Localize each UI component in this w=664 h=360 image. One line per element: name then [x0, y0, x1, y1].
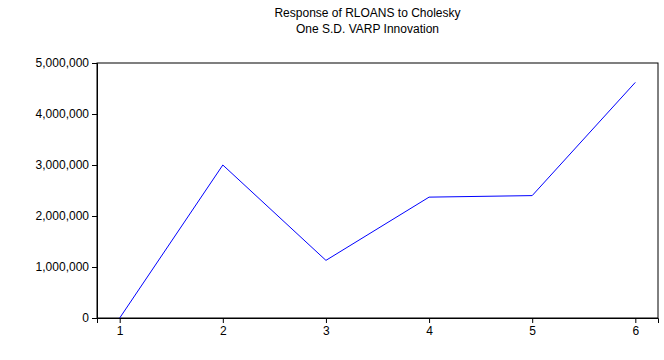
y-tick-label: 2,000,000: [36, 209, 90, 223]
x-tick-label: 5: [529, 324, 536, 338]
x-tick-label: 1: [117, 324, 124, 338]
x-tick: 5: [529, 318, 536, 338]
y-tick: 2,000,000: [36, 209, 97, 223]
x-tick: 4: [426, 318, 433, 338]
x-tick: 3: [323, 318, 330, 338]
y-tick-mark: [92, 318, 97, 319]
x-axis: 1 2 3 4 5 6: [98, 318, 659, 338]
line: [120, 82, 636, 318]
y-tick-label: 3,000,000: [36, 158, 90, 172]
y-axis-line: [92, 64, 98, 319]
x-tick-mark: [120, 318, 121, 323]
marks: [120, 82, 636, 318]
x-axis-line: [98, 319, 659, 324]
x-tick-mark: [532, 318, 533, 323]
title: Response of RLOANS to Cholesky: [274, 6, 460, 20]
x-tick-mark: [635, 318, 636, 323]
x-tick-label: 2: [220, 324, 227, 338]
y-tick: 3,000,000: [36, 158, 97, 172]
x-tick-mark: [223, 318, 224, 323]
x-tick-label: 3: [323, 324, 330, 338]
y-tick-mark: [92, 63, 97, 64]
y-tick-label: 0: [82, 311, 89, 325]
plot: 0 1,000,000 2,000,000 3,000,000 4,000,000 5,0…: [36, 56, 659, 337]
chart: Response of RLOANS to Cholesky One S.D. V…: [0, 0, 664, 360]
y-tick-mark: [92, 114, 97, 115]
y-tick-label: 1,000,000: [36, 260, 90, 274]
y-tick-mark: [92, 267, 97, 268]
x-tick-label: 4: [426, 324, 433, 338]
y-tick: 1,000,000: [36, 260, 97, 274]
y-tick: 5,000,000: [36, 56, 97, 70]
x-tick-label: 6: [632, 324, 639, 338]
y-tick: 0: [82, 311, 97, 325]
x-tick-mark: [429, 318, 430, 323]
y-tick-label: 4,000,000: [36, 107, 90, 121]
x-tick: 2: [220, 318, 227, 338]
x-tick: 1: [117, 318, 124, 338]
y-tick-label: 5,000,000: [36, 56, 90, 70]
y-tick-mark: [92, 165, 97, 166]
x-tick: 6: [632, 318, 639, 338]
y-tick: 4,000,000: [36, 107, 97, 121]
y-axis: 0 1,000,000 2,000,000 3,000,000 4,000,000 5,0…: [36, 56, 98, 325]
x-tick-mark: [326, 318, 327, 323]
plot-frame: [97, 63, 658, 318]
subtitle: One S.D. VARP Innovation: [296, 22, 439, 36]
y-tick-mark: [92, 216, 97, 217]
